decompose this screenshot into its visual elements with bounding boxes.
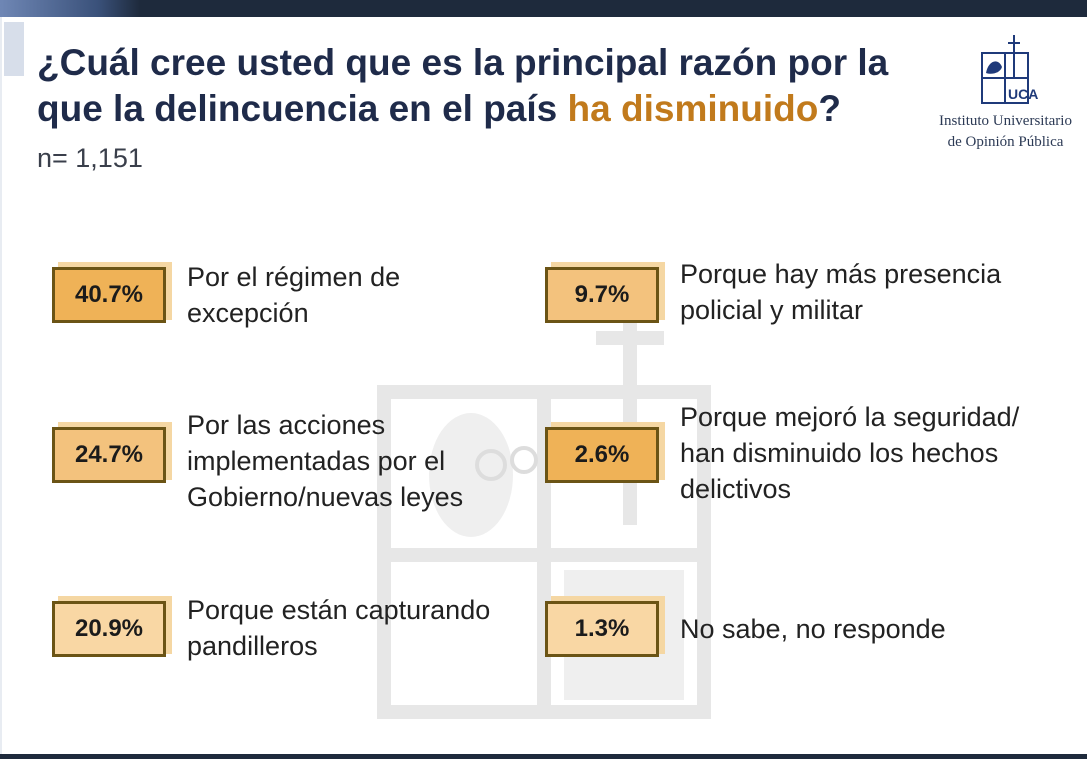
percent-value: 40.7% — [52, 267, 166, 323]
percent-value: 1.3% — [545, 601, 659, 657]
percent-value: 9.7% — [545, 267, 659, 323]
slide-title: ¿Cuál cree usted que es la principal raz… — [37, 40, 917, 132]
percent-value: 20.9% — [52, 601, 166, 657]
percent-value: 2.6% — [545, 427, 659, 483]
result-box-3: 20.9% — [52, 596, 172, 660]
label-line: delictivos — [680, 474, 792, 504]
label-line: No sabe, no responde — [680, 614, 946, 644]
label-line: policial y militar — [680, 295, 864, 325]
result-label-3: Porque están capturando pandilleros — [187, 592, 490, 664]
label-line: Porque hay más presencia — [680, 259, 1002, 289]
result-box-1: 40.7% — [52, 262, 172, 326]
logo-line-2: de Opinión Pública — [947, 134, 1064, 150]
result-box-6: 1.3% — [545, 596, 665, 660]
top-bar-accent — [0, 0, 140, 17]
title-highlight: ha disminuido — [567, 88, 819, 129]
result-label-4: Porque hay más presencia policial y mili… — [680, 256, 1001, 328]
label-line: Porque mejoró la seguridad/ — [680, 402, 1020, 432]
slide-tab-marker — [4, 22, 24, 76]
label-line: Gobierno/nuevas leyes — [187, 482, 464, 512]
result-label-6: No sabe, no responde — [680, 611, 946, 647]
title-end: ? — [818, 88, 841, 129]
iudop-logo: UCA Instituto Universitario de Opinión P… — [928, 33, 1083, 158]
label-line: pandilleros — [187, 631, 318, 661]
label-line: Porque están capturando — [187, 595, 491, 625]
uca-emblem-icon: UCA — [981, 35, 1038, 104]
sample-size: n= 1,151 — [37, 143, 143, 173]
label-line: Por las acciones — [187, 410, 386, 440]
result-label-2: Por las acciones implementadas por el Go… — [187, 407, 463, 515]
result-label-5: Porque mejoró la seguridad/ han disminui… — [680, 399, 1019, 507]
logo-monogram: UCA — [1008, 86, 1038, 102]
label-line: excepción — [187, 298, 309, 328]
top-bar — [0, 0, 1087, 17]
result-label-1: Por el régimen de excepción — [187, 259, 400, 331]
label-line: implementadas por el — [187, 446, 446, 476]
result-box-2: 24.7% — [52, 422, 172, 486]
bottom-bar — [0, 754, 1087, 759]
result-box-5: 2.6% — [545, 422, 665, 486]
result-box-4: 9.7% — [545, 262, 665, 326]
logo-line-1: Instituto Universitario — [939, 113, 1072, 129]
uca-watermark-icon — [377, 300, 711, 719]
title-text: ¿Cuál cree usted que es la principal raz… — [37, 42, 889, 129]
logo-text: Instituto Universitario de Opinión Públi… — [928, 111, 1083, 153]
percent-value: 24.7% — [52, 427, 166, 483]
label-line: Por el régimen de — [187, 262, 401, 292]
label-line: han disminuido los hechos — [680, 438, 999, 468]
left-edge — [0, 17, 2, 754]
